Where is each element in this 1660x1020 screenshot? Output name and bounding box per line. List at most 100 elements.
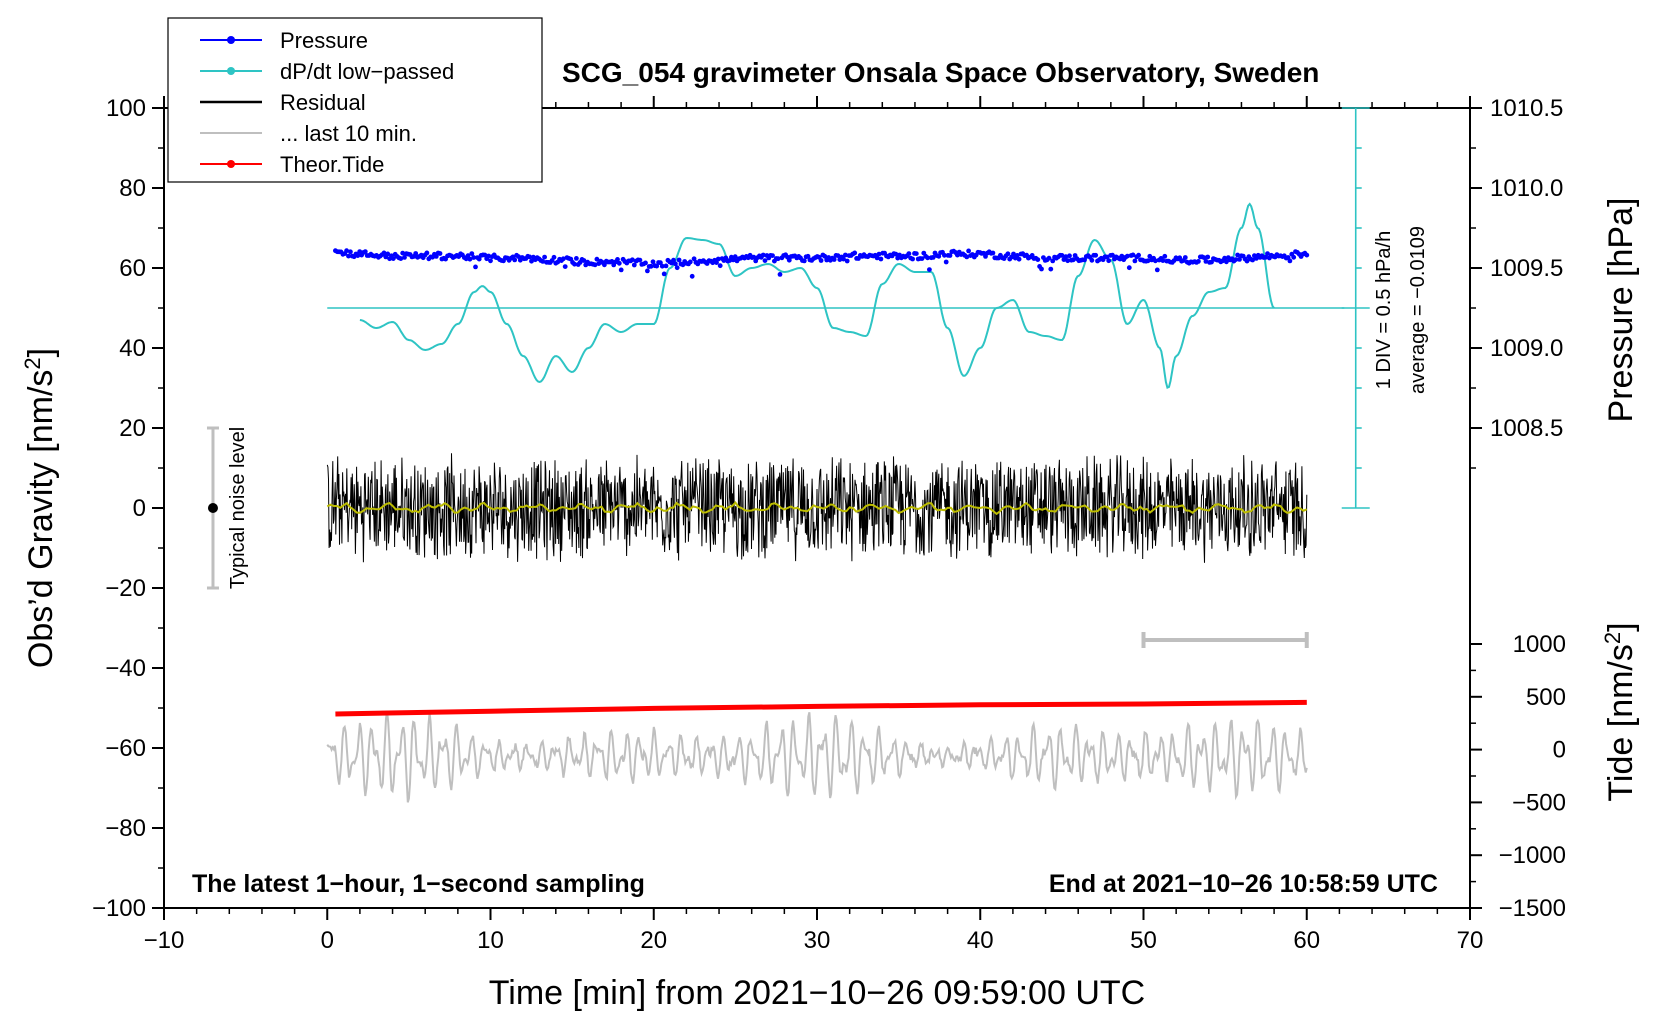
legend-label-theor-tide: Theor.Tide [280, 152, 384, 177]
pressure-point [760, 252, 766, 258]
y-tick-label: −60 [105, 735, 146, 762]
pressure-point [1235, 252, 1240, 258]
y-axis-title-tide: Tide [nm/s2] [1600, 622, 1640, 801]
pressure-point [465, 253, 471, 259]
pressure-point [843, 252, 848, 258]
pressure-point [1153, 258, 1158, 264]
pressure-point [1250, 257, 1255, 263]
pressure-point [631, 262, 637, 268]
pressure-point [1136, 252, 1141, 258]
tide-tick-label: 1000 [1513, 631, 1566, 658]
pressure-point [844, 258, 850, 264]
pressure-point [732, 254, 738, 260]
pressure-point [751, 254, 757, 260]
pressure-point [1291, 254, 1297, 260]
pressure-point [1265, 251, 1270, 256]
pressure-point [1130, 252, 1136, 258]
pressure-point [947, 253, 953, 258]
x-tick-label: 70 [1457, 927, 1484, 954]
pressure-point [637, 257, 643, 263]
y-tick-label: 80 [119, 175, 146, 202]
pressure-point [486, 253, 491, 259]
pressure-point [594, 256, 600, 262]
pressure-point [1039, 266, 1044, 272]
pressure-point [1209, 259, 1214, 265]
legend-label-dp-dt-low-passed: dP/dt low−passed [280, 59, 454, 84]
pressure-point [777, 272, 783, 277]
tide-tick-label: −500 [1512, 789, 1566, 816]
pressure-point [1093, 252, 1099, 258]
chart-title: SCG_054 gravimeter Onsala Space Observat… [562, 57, 1319, 88]
pressure-point [822, 253, 828, 259]
pressure-point [1160, 258, 1166, 263]
pressure-point [645, 268, 650, 274]
pressure-point [398, 256, 404, 261]
pressure-point [1233, 257, 1239, 262]
pressure-point [913, 251, 919, 256]
tide-tick-label: −1500 [1499, 895, 1566, 922]
pressure-point [471, 255, 476, 260]
pressure-point [413, 251, 419, 256]
pressure-point [1106, 258, 1112, 264]
pressure-point [540, 259, 546, 264]
pressure-point [390, 256, 396, 261]
pressure-point [437, 251, 443, 256]
y-axis-title-pressure: Pressure [hPa] [1602, 198, 1640, 423]
pressure-point [346, 253, 351, 259]
pressure-point [936, 253, 942, 259]
pressure-point [482, 252, 488, 258]
pressure-point [1070, 257, 1076, 263]
pressure-point [831, 257, 837, 262]
pressure-point [1063, 254, 1069, 260]
pressure-point [355, 253, 361, 258]
pressure-point [1050, 258, 1056, 264]
pressure-point [592, 262, 598, 268]
x-tick-label: 0 [321, 927, 334, 954]
pressure-point [1244, 258, 1250, 264]
pressure-point [381, 250, 387, 256]
pressure-point [1065, 258, 1071, 264]
pressure-point [648, 263, 654, 269]
end-note: End at 2021−10−26 10:58:59 UTC [1049, 870, 1438, 898]
pressure-point [1237, 257, 1242, 262]
pressure-series [333, 248, 1310, 279]
pressure-point [1182, 255, 1188, 260]
pressure-point [876, 251, 882, 257]
pressure-point [663, 263, 669, 269]
pressure-point [516, 254, 521, 259]
pressure-point [402, 255, 407, 260]
pressure-point [930, 255, 936, 260]
pressure-point [919, 256, 925, 261]
pressure-point [990, 250, 996, 256]
legend-label-residual: Residual [280, 90, 366, 115]
pressure-point [927, 267, 932, 272]
pressure-point [674, 265, 680, 271]
legend-marker-dp-dt-low-passed [227, 67, 235, 75]
y-tick-label: −80 [105, 815, 146, 842]
dpdt-average-note: average = −0.0109 [1407, 226, 1429, 394]
x-tick-label: 60 [1293, 927, 1320, 954]
pressure-point [344, 248, 349, 254]
x-axis-title: Time [min] from 2021−10−26 09:59:00 UTC [489, 974, 1145, 1012]
pressure-point [615, 257, 620, 262]
tide-tick-label: 500 [1526, 684, 1566, 711]
pressure-point [529, 258, 534, 264]
latest-note: The latest 1−hour, 1−second sampling [192, 870, 645, 898]
y-tick-label: 20 [119, 415, 146, 442]
pressure-point [786, 257, 792, 263]
pressure-point [572, 261, 577, 267]
pressure-point [562, 264, 568, 269]
pressure-point [943, 259, 949, 265]
theor-tide-line [335, 699, 1307, 717]
pressure-point [715, 256, 721, 262]
pressure-point [602, 262, 607, 268]
pressure-point [1067, 253, 1072, 259]
pressure-point [630, 257, 635, 263]
pressure-point [1126, 265, 1132, 271]
pressure-point [676, 257, 682, 263]
pressure-point [512, 257, 518, 263]
pressure-point [852, 250, 858, 256]
pressure-point [1287, 258, 1293, 264]
pressure-point [1203, 259, 1209, 264]
pressure-point [1059, 253, 1065, 258]
